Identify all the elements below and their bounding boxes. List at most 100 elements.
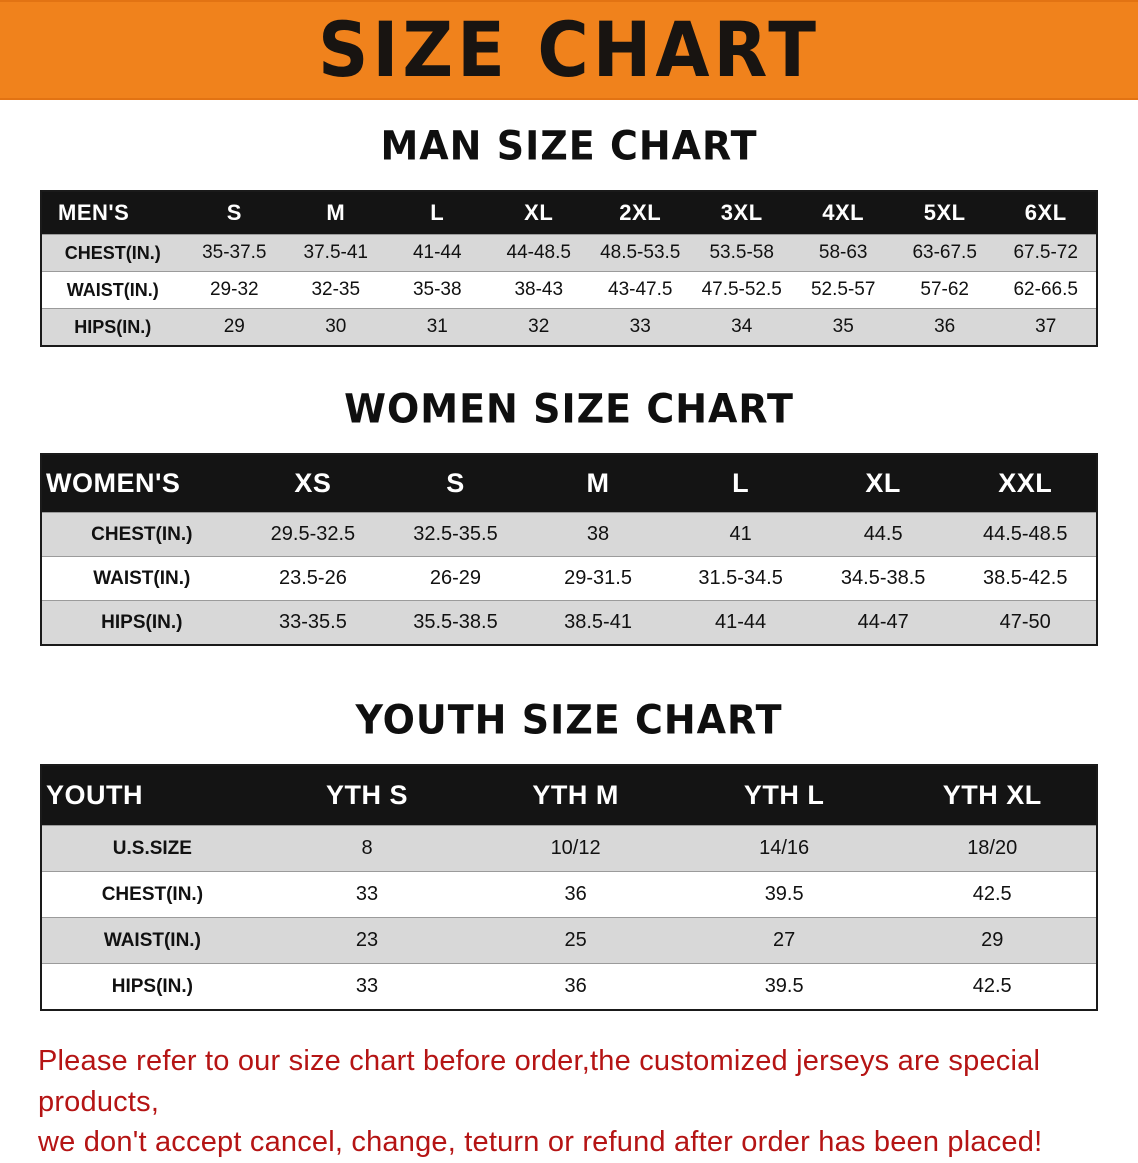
cell-value: 30 [285, 308, 387, 346]
row-label: CHEST(IN.) [41, 234, 184, 272]
table-row: WAIST(IN.) 29-32 32-35 35-38 38-43 43-47.5 47.… [41, 271, 1097, 309]
cell-value: 47-50 [954, 600, 1097, 645]
size-column-header: 4XL [822, 200, 865, 225]
youth-size-section: YOUTH SIZE CHART YOUTH YTH S YTH M YTH L YTH… [40, 696, 1098, 1011]
cell-value: 27 [679, 917, 889, 964]
cell-value: 34.5-38.5 [811, 556, 955, 601]
size-column-header: 2XL [619, 200, 662, 225]
row-label: CHEST(IN.) [41, 871, 263, 918]
cell-value: 29-32 [183, 271, 286, 309]
cell-value: 53.5-58 [690, 234, 793, 272]
page-title: SIZE CHART [317, 5, 821, 95]
size-column-header: YTH L [743, 780, 825, 810]
table-row: HIPS(IN.) 29 30 31 32 33 34 35 36 37 [41, 308, 1097, 346]
cell-value: 36 [471, 963, 680, 1010]
table-corner-label: MEN'S [58, 200, 130, 225]
row-label: HIPS(IN.) [41, 963, 263, 1010]
cell-value: 44.5-48.5 [954, 512, 1097, 557]
men-section-heading: MAN SIZE CHART [380, 122, 758, 170]
cell-value: 14/16 [679, 825, 889, 872]
cell-value: 58-63 [792, 234, 894, 272]
cell-value: 33 [589, 308, 691, 346]
youth-section-heading: YOUTH SIZE CHART [355, 696, 783, 744]
table-header-row: MEN'S S M L XL 2XL 3XL 4XL 5XL 6XL [41, 191, 1097, 235]
women-size-section: WOMEN SIZE CHART WOMEN'S XS S M L XL XXL CHEST(… [40, 385, 1098, 646]
cell-value: 33 [262, 963, 472, 1010]
size-column-header: XL [865, 468, 901, 498]
size-column-header: L [732, 468, 750, 498]
cell-value: 33 [262, 871, 472, 918]
cell-value: 33-35.5 [241, 600, 385, 645]
table-row: CHEST(IN.) 35-37.5 37.5-41 41-44 44-48.5 48.5… [41, 234, 1097, 272]
cell-value: 32 [488, 308, 590, 346]
banner: SIZE CHART [0, 0, 1138, 100]
notice-line-1: Please refer to our size chart before or… [38, 1045, 1041, 1118]
row-label: U.S.SIZE [41, 825, 263, 872]
cell-value: 31 [386, 308, 488, 346]
table-corner-label: YOUTH [46, 780, 143, 810]
size-column-header: M [586, 468, 610, 498]
cell-value: 26-29 [384, 556, 527, 601]
cell-value: 32.5-35.5 [384, 512, 527, 557]
youth-size-table: YOUTH YTH S YTH M YTH L YTH XL U.S.SIZE 8 10/12… [40, 764, 1098, 1011]
cell-value: 37 [995, 308, 1097, 346]
row-label: WAIST(IN.) [41, 271, 184, 309]
cell-value: 41-44 [386, 234, 488, 272]
cell-value: 44.5 [811, 512, 955, 557]
cell-value: 63-67.5 [893, 234, 996, 272]
men-size-table: MEN'S S M L XL 2XL 3XL 4XL 5XL 6XL CHEST(IN.) 35-37… [40, 190, 1098, 347]
table-row: WAIST(IN.) 23 25 27 29 [41, 917, 1097, 964]
cell-value: 41 [669, 512, 812, 557]
table-row: CHEST(IN.) 29.5-32.5 32.5-35.5 38 41 44.5 44.5… [41, 512, 1097, 557]
men-size-section: MAN SIZE CHART MEN'S S M L XL 2XL 3XL 4XL 5XL 6XL… [40, 122, 1098, 347]
cell-value: 18/20 [888, 825, 1097, 872]
cell-value: 38.5-42.5 [954, 556, 1097, 601]
table-header-row: WOMEN'S XS S M L XL XXL [41, 454, 1097, 513]
cell-value: 31.5-34.5 [669, 556, 812, 601]
cell-value: 38 [526, 512, 670, 557]
table-header-row: YOUTH YTH S YTH M YTH L YTH XL [41, 765, 1097, 826]
size-column-header: YTH S [326, 780, 409, 810]
women-size-table: WOMEN'S XS S M L XL XXL CHEST(IN.) 29.5-32.5 32.5… [40, 453, 1098, 646]
cell-value: 10/12 [471, 825, 680, 872]
table-row: WAIST(IN.) 23.5-26 26-29 29-31.5 31.5-34.5 34… [41, 556, 1097, 601]
cell-value: 47.5-52.5 [690, 271, 793, 309]
cell-value: 67.5-72 [995, 234, 1097, 272]
cell-value: 35-37.5 [183, 234, 286, 272]
cell-value: 44-48.5 [488, 234, 590, 272]
size-column-header: XXL [998, 468, 1053, 498]
cell-value: 39.5 [679, 963, 889, 1010]
cell-value: 41-44 [669, 600, 812, 645]
women-section-heading: WOMEN SIZE CHART [344, 385, 794, 433]
cell-value: 44-47 [811, 600, 955, 645]
cell-value: 25 [471, 917, 680, 964]
size-column-header: YTH M [532, 780, 619, 810]
size-column-header: XL [524, 200, 554, 225]
cell-value: 29-31.5 [526, 556, 670, 601]
row-label: HIPS(IN.) [41, 600, 242, 645]
cell-value: 35-38 [386, 271, 488, 309]
cell-value: 38.5-41 [526, 600, 670, 645]
size-column-header: M [326, 200, 346, 225]
cell-value: 57-62 [893, 271, 996, 309]
table-row: HIPS(IN.) 33-35.5 35.5-38.5 38.5-41 41-44 44-… [41, 600, 1097, 645]
cell-value: 8 [262, 825, 472, 872]
table-row: HIPS(IN.) 33 36 39.5 42.5 [41, 963, 1097, 1010]
size-column-header: XS [294, 468, 332, 498]
size-column-header: 3XL [720, 200, 763, 225]
notice-line-2: we don't accept cancel, change, teturn o… [38, 1126, 1043, 1159]
row-label: WAIST(IN.) [41, 917, 263, 964]
size-column-header: S [446, 468, 465, 498]
table-row: CHEST(IN.) 33 36 39.5 42.5 [41, 871, 1097, 918]
cell-value: 62-66.5 [995, 271, 1097, 309]
cell-value: 38-43 [488, 271, 590, 309]
cell-value: 43-47.5 [589, 271, 691, 309]
cell-value: 29.5-32.5 [241, 512, 385, 557]
cell-value: 36 [893, 308, 996, 346]
cell-value: 29 [183, 308, 286, 346]
cell-value: 42.5 [888, 963, 1097, 1010]
size-column-header: 5XL [923, 200, 966, 225]
table-row: U.S.SIZE 8 10/12 14/16 18/20 [41, 825, 1097, 872]
cell-value: 39.5 [679, 871, 889, 918]
